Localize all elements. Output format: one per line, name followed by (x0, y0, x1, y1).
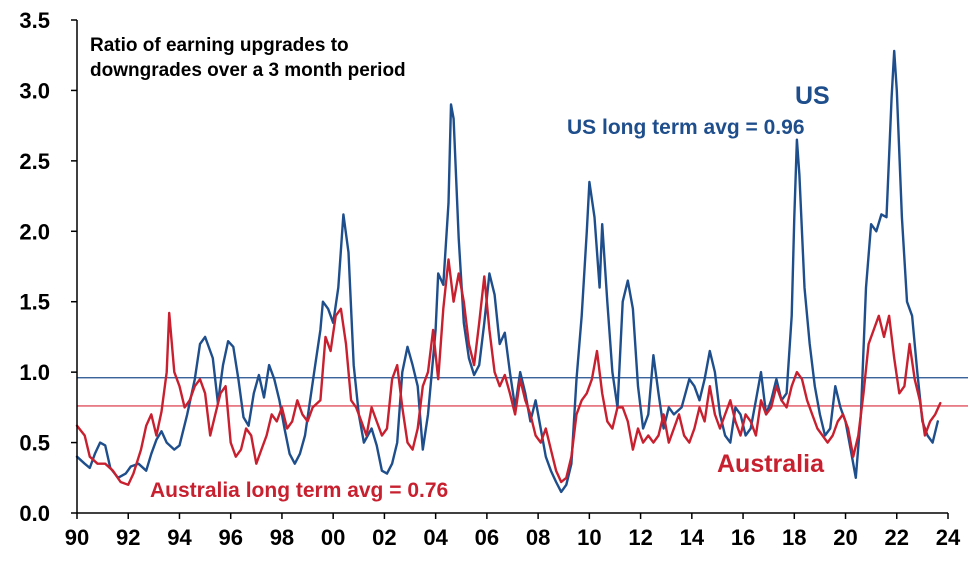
x-tick-label: 96 (218, 525, 242, 550)
x-tick-label: 18 (782, 525, 806, 550)
x-tick-label: 16 (731, 525, 755, 550)
x-tick-label: 22 (885, 525, 909, 550)
y-tick-label: 2.0 (19, 219, 50, 244)
series-line-us (75, 49, 939, 494)
chart-title-line-1: Ratio of earning upgrades to (90, 35, 349, 56)
x-tick-label: 06 (475, 525, 499, 550)
x-tick-label: 10 (577, 525, 601, 550)
x-tick-label: 02 (372, 525, 396, 550)
australia-series-label: Australia (717, 450, 825, 478)
y-axis-tick-labels: 0.0 0.5 1.0 1.5 2.0 2.5 3.0 3.5 (19, 8, 77, 526)
y-tick-label: 0.0 (19, 501, 50, 526)
x-tick-label: 90 (65, 525, 89, 550)
australia-average-label: Australia long term avg = 0.76 (150, 479, 448, 502)
y-tick-label: 2.5 (19, 149, 50, 174)
x-tick-label: 04 (423, 525, 448, 550)
y-tick-label: 0.5 (19, 431, 50, 456)
x-tick-label: 24 (936, 525, 961, 550)
y-tick-label: 1.5 (19, 290, 50, 315)
x-tick-label: 92 (116, 525, 140, 550)
x-tick-label: 14 (680, 525, 705, 550)
us-average-label: US long term avg = 0.96 (567, 116, 805, 139)
chart-title-line-2: downgrades over a 3 month period (90, 60, 406, 81)
x-axis-tick-labels: 90 92 94 96 98 00 02 04 06 08 10 12 14 16 18 20 22 24 (65, 513, 961, 550)
x-tick-label: 98 (270, 525, 294, 550)
y-tick-label: 3.5 (19, 8, 50, 33)
x-tick-label: 94 (167, 525, 192, 550)
y-tick-label: 1.0 (19, 360, 50, 385)
us-series-label: US (795, 82, 830, 110)
x-tick-label: 20 (833, 525, 857, 550)
x-tick-label: 12 (628, 525, 652, 550)
x-tick-label: 00 (321, 525, 345, 550)
x-tick-label: 08 (526, 525, 550, 550)
y-tick-label: 3.0 (19, 78, 50, 103)
series-lines (75, 49, 942, 494)
series-line-australia (75, 258, 942, 486)
